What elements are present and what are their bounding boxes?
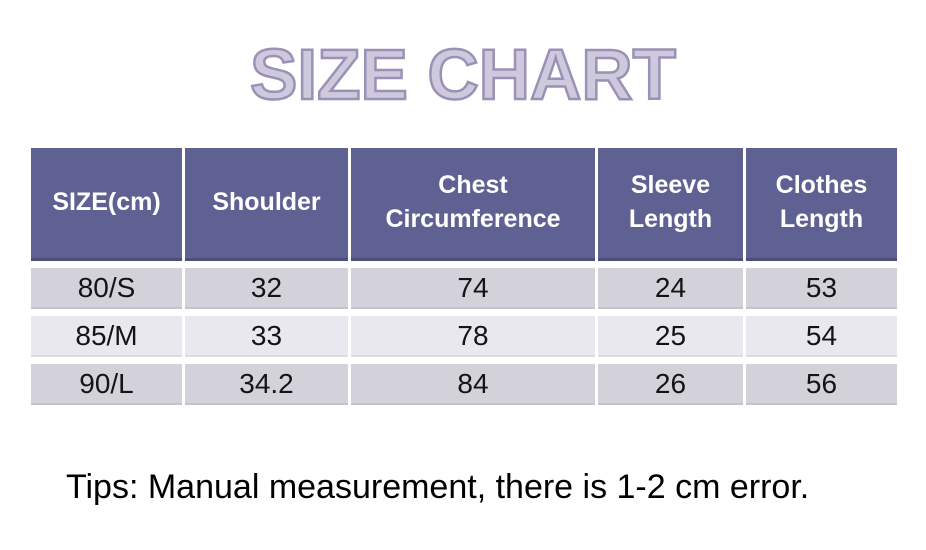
cell-shoulder: 32 — [185, 268, 348, 309]
cell-size: 85/M — [31, 316, 182, 357]
cell-chest: 74 — [351, 268, 595, 309]
cell-sleeve: 24 — [598, 268, 743, 309]
table-row-80s: 80/S 32 74 24 53 — [31, 268, 897, 309]
column-header-shoulder: Shoulder — [185, 148, 348, 261]
cell-chest: 84 — [351, 364, 595, 405]
cell-sleeve: 26 — [598, 364, 743, 405]
table-header-row: SIZE(cm) Shoulder Chest Circumference Sl… — [31, 148, 897, 261]
column-header-size: SIZE(cm) — [31, 148, 182, 261]
cell-shoulder: 33 — [185, 316, 348, 357]
column-header-chest-circumference: Chest Circumference — [351, 148, 595, 261]
cell-shoulder: 34.2 — [185, 364, 348, 405]
measurement-tips-note: Tips: Manual measurement, there is 1-2 c… — [66, 468, 810, 506]
cell-sleeve: 25 — [598, 316, 743, 357]
table-row-85m: 85/M 33 78 25 54 — [31, 316, 897, 357]
cell-chest: 78 — [351, 316, 595, 357]
column-header-clothes-length: Clothes Length — [746, 148, 897, 261]
cell-clothes: 53 — [746, 268, 897, 309]
cell-size: 90/L — [31, 364, 182, 405]
table-row-90l: 90/L 34.2 84 26 56 — [31, 364, 897, 405]
cell-clothes: 54 — [746, 316, 897, 357]
page-title: SIZE CHART — [249, 36, 678, 115]
cell-size: 80/S — [31, 268, 182, 309]
column-header-sleeve-length: Sleeve Length — [598, 148, 743, 261]
size-table: SIZE(cm) Shoulder Chest Circumference Sl… — [28, 141, 900, 412]
cell-clothes: 56 — [746, 364, 897, 405]
